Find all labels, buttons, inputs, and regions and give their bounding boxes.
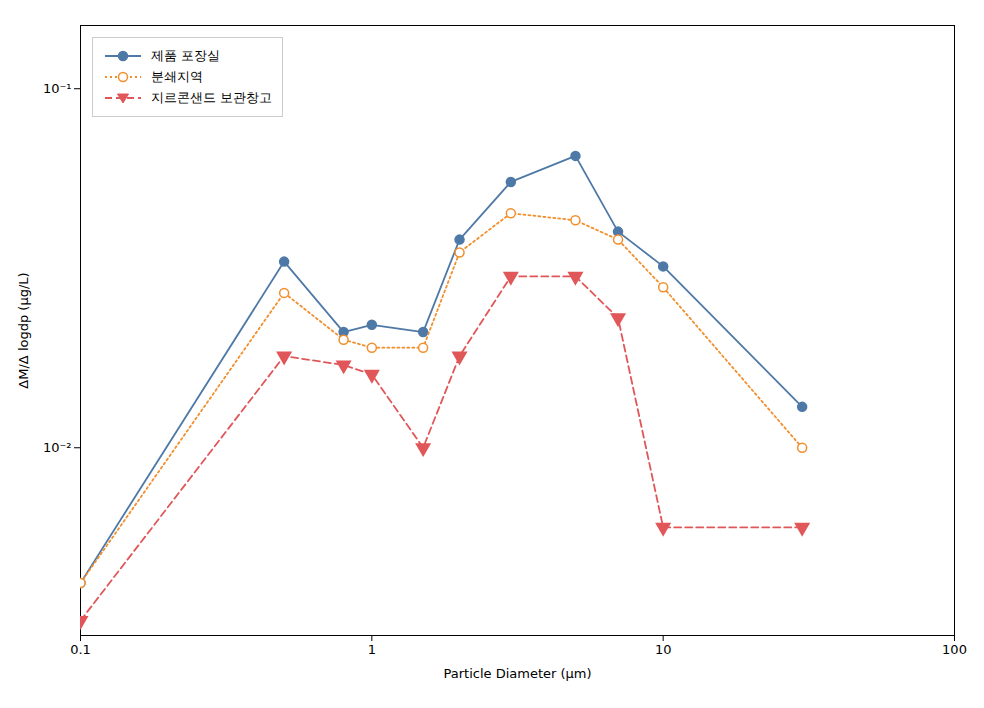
svg-text:Particle Diameter (μm): Particle Diameter (μm) (443, 666, 591, 681)
svg-text:10⁻¹: 10⁻¹ (43, 81, 72, 96)
svg-text:0.1: 0.1 (70, 642, 91, 657)
svg-text:1: 1 (368, 642, 376, 657)
svg-text:10: 10 (655, 642, 672, 657)
html-text:지르콘샌드 보관창고: 지르콘샌드 보관창고 (151, 90, 273, 105)
html-text:분쇄지역: 분쇄지역 (151, 69, 203, 84)
svg-text:ΔM/Δ logdp (μg/L): ΔM/Δ logdp (μg/L) (16, 272, 31, 388)
svg-text:10⁻²: 10⁻² (43, 440, 72, 455)
html-text:제품 포장실: 제품 포장실 (151, 48, 221, 63)
svg-text:100: 100 (942, 642, 967, 657)
